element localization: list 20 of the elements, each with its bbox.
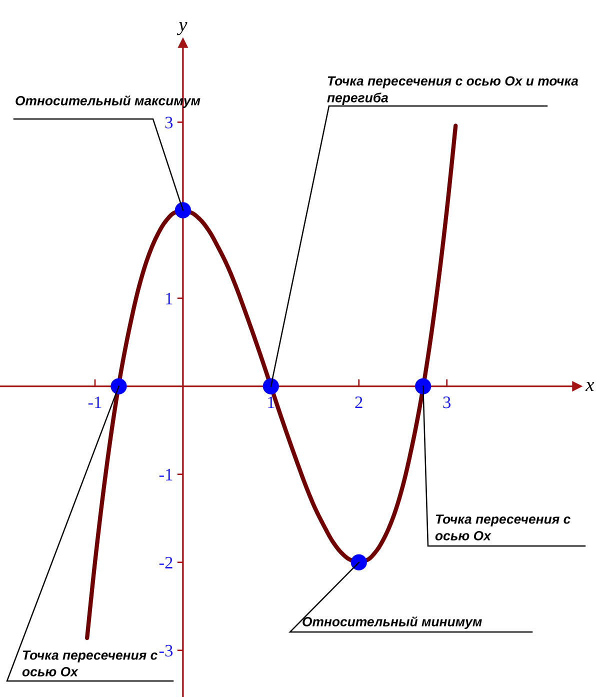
y-axis-title: y xyxy=(177,22,188,36)
y-tick-label: -2 xyxy=(159,556,172,568)
y-tick-label: 1 xyxy=(166,292,172,304)
x-tick-label: -1 xyxy=(88,396,102,408)
point xyxy=(262,378,279,394)
point xyxy=(110,378,127,394)
x-tick-label: 2 xyxy=(355,396,362,408)
y-tick-label: -3 xyxy=(159,644,173,657)
annotation: Относительный минимум xyxy=(302,616,482,629)
annotation: Точка пересечения с осью Ox и точка перегиба xyxy=(327,76,578,105)
annotation: Точка пересечения с осью Ox xyxy=(22,650,158,676)
point xyxy=(174,202,192,218)
point xyxy=(350,554,367,570)
point xyxy=(415,378,432,394)
annotation: Точка пересечения с осью Ox xyxy=(435,514,570,540)
x-tick-label: 1 xyxy=(268,396,274,408)
x-axis-title: x xyxy=(585,382,594,391)
y-tick-label: 3 xyxy=(165,116,173,128)
x-tick-label: 3 xyxy=(443,396,450,408)
y-tick-label: -1 xyxy=(159,468,172,480)
